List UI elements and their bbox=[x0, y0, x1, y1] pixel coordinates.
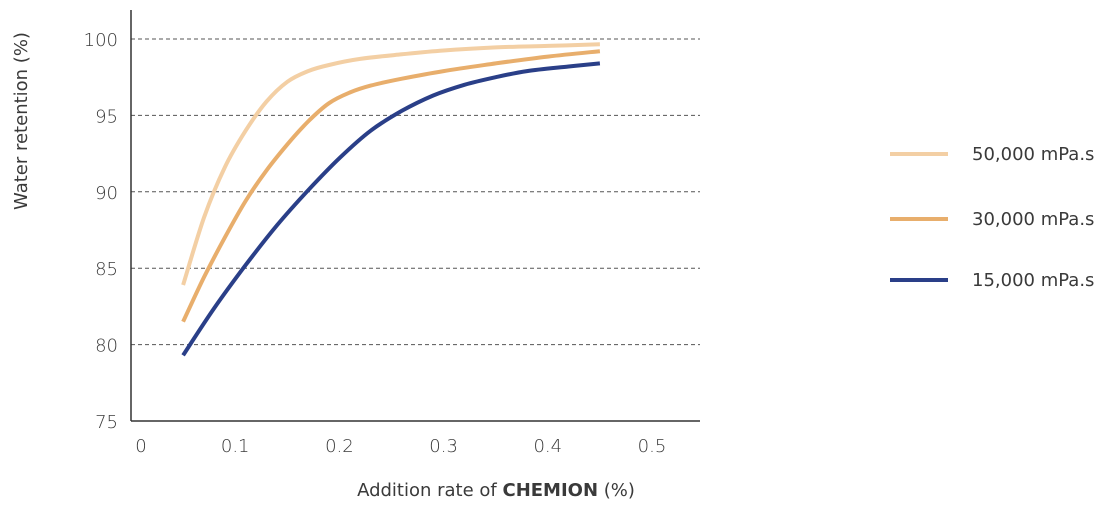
x-tick-label: 0.5 bbox=[638, 436, 667, 457]
series-lines bbox=[181, 42, 601, 357]
y-tick-label: 85 bbox=[95, 259, 118, 280]
legend-label: 15,000 mPa.s bbox=[972, 270, 1094, 291]
legend: 50,000 mPa.s 30,000 mPa.s 15,000 mPa.s bbox=[890, 144, 1094, 291]
x-tick-label: 0.3 bbox=[429, 436, 458, 457]
series-line-2 bbox=[181, 61, 601, 357]
axes bbox=[130, 10, 700, 422]
y-tick-label: 90 bbox=[95, 183, 118, 204]
y-tick-label: 95 bbox=[95, 106, 118, 127]
x-tick-label: 0.1 bbox=[221, 436, 250, 457]
y-tick-label: 100 bbox=[84, 30, 118, 51]
x-axis-title-suffix: (%) bbox=[598, 480, 635, 501]
series-line-1 bbox=[181, 49, 601, 323]
y-tick-labels: 75 80 85 90 95 100 bbox=[84, 30, 118, 433]
legend-label: 50,000 mPa.s bbox=[972, 144, 1094, 165]
x-tick-labels: 0 0.1 0.2 0.3 0.4 0.5 bbox=[135, 436, 666, 457]
x-axis-title: Addition rate of CHEMION (%) bbox=[357, 480, 635, 501]
x-axis-title-prefix: Addition rate of bbox=[357, 480, 502, 501]
y-tick-label: 75 bbox=[95, 412, 118, 433]
x-tick-label: 0 bbox=[135, 436, 146, 457]
y-axis-title: Water retention (%) bbox=[11, 32, 32, 210]
series-line-0 bbox=[181, 42, 600, 286]
x-axis-title-brand: CHEMION bbox=[502, 480, 598, 501]
x-tick-label: 0.4 bbox=[533, 436, 562, 457]
grid-lines bbox=[131, 38, 700, 346]
x-tick-label: 0.2 bbox=[325, 436, 354, 457]
legend-label: 30,000 mPa.s bbox=[972, 209, 1094, 230]
y-tick-label: 80 bbox=[95, 336, 118, 357]
